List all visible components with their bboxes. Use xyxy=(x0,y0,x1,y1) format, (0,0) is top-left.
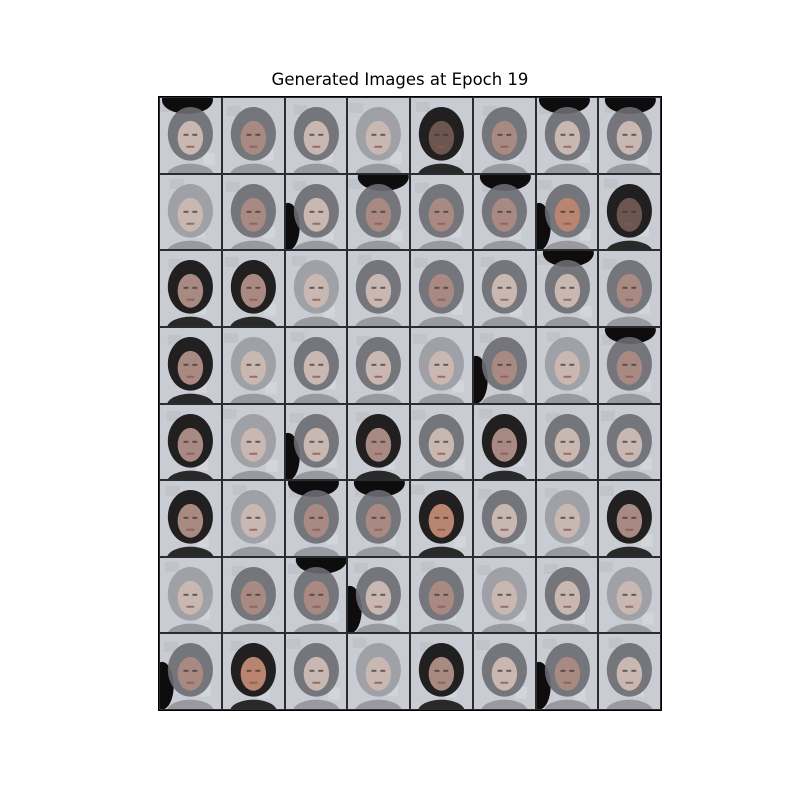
image-grid xyxy=(158,96,662,711)
generated-face-tile xyxy=(411,481,472,556)
figure-title: Generated Images at Epoch 19 xyxy=(271,70,529,89)
generated-face-tile xyxy=(348,174,409,250)
generated-face-tile xyxy=(348,98,409,173)
generated-face-tile xyxy=(222,481,284,556)
generated-face-tile xyxy=(222,404,284,480)
generated-face-tile xyxy=(473,98,535,173)
generated-face-tile xyxy=(285,98,347,173)
generated-face-tile xyxy=(411,251,472,326)
generated-face-tile xyxy=(536,174,598,250)
generated-face-tile xyxy=(348,634,409,709)
generated-face-tile xyxy=(473,557,535,633)
generated-face-tile xyxy=(160,557,221,633)
generated-face-tile xyxy=(285,557,347,633)
generated-face-tile xyxy=(599,404,660,480)
generated-face-tile xyxy=(285,251,347,326)
generated-face-tile xyxy=(473,404,535,480)
generated-face-tile xyxy=(348,251,409,326)
generated-face-tile xyxy=(222,327,284,403)
generated-face-tile xyxy=(536,404,598,480)
generated-face-tile xyxy=(536,98,598,173)
generated-face-tile xyxy=(285,481,347,556)
generated-face-tile xyxy=(160,404,221,480)
generated-face-tile xyxy=(411,98,472,173)
generated-face-tile xyxy=(536,634,598,709)
generated-face-tile xyxy=(473,481,535,556)
generated-face-tile xyxy=(348,557,409,633)
generated-face-tile xyxy=(599,481,660,556)
generated-face-tile xyxy=(222,174,284,250)
generated-face-tile xyxy=(348,327,409,403)
generated-face-tile xyxy=(222,634,284,709)
generated-face-tile xyxy=(536,557,598,633)
generated-face-tile xyxy=(160,251,221,326)
generated-face-tile xyxy=(411,404,472,480)
generated-face-tile xyxy=(160,174,221,250)
generated-face-tile xyxy=(160,327,221,403)
generated-face-tile xyxy=(411,557,472,633)
generated-face-tile xyxy=(160,98,221,173)
generated-face-tile xyxy=(348,404,409,480)
generated-face-tile xyxy=(160,481,221,556)
generated-face-tile xyxy=(285,404,347,480)
generated-face-tile xyxy=(536,481,598,556)
generated-face-tile xyxy=(473,327,535,403)
generated-face-tile xyxy=(285,174,347,250)
generated-face-tile xyxy=(473,174,535,250)
generated-face-tile xyxy=(222,251,284,326)
generated-face-tile xyxy=(599,557,660,633)
generated-face-tile xyxy=(599,634,660,709)
generated-face-tile xyxy=(599,98,660,173)
generated-face-tile xyxy=(599,174,660,250)
generated-face-tile xyxy=(348,481,409,556)
generated-face-tile xyxy=(222,557,284,633)
generated-face-tile xyxy=(411,634,472,709)
generated-face-tile xyxy=(536,327,598,403)
generated-face-tile xyxy=(599,327,660,403)
generated-face-tile xyxy=(222,98,284,173)
generated-face-tile xyxy=(536,251,598,326)
generated-face-tile xyxy=(473,251,535,326)
generated-face-tile xyxy=(285,327,347,403)
generated-face-tile xyxy=(473,634,535,709)
generated-face-tile xyxy=(599,251,660,326)
generated-face-tile xyxy=(411,327,472,403)
generated-face-tile xyxy=(160,634,221,709)
generated-face-tile xyxy=(285,634,347,709)
generated-face-tile xyxy=(411,174,472,250)
